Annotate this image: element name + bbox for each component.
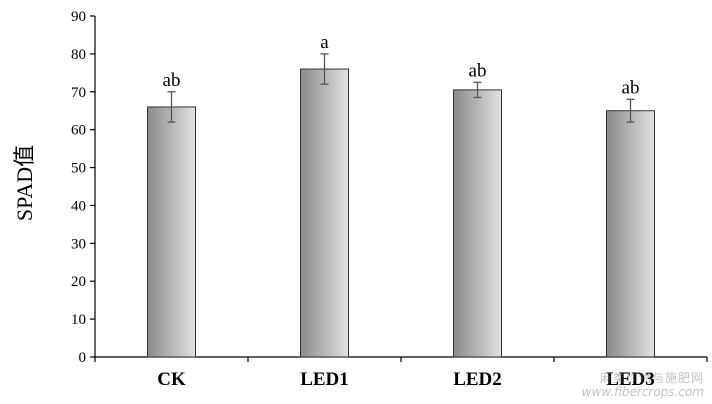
watermark: 麻类作物与施肥网 www.fibercrops.com bbox=[582, 372, 704, 400]
y-tick-label: 40 bbox=[71, 198, 86, 214]
y-tick-label: 0 bbox=[79, 350, 87, 366]
significance-label: ab bbox=[163, 70, 181, 91]
bar bbox=[300, 68, 349, 358]
y-tick-label: 90 bbox=[71, 9, 86, 25]
x-category-label: LED3 bbox=[606, 369, 655, 390]
y-axis: 0 10 20 30 40 50 60 70 80 90 bbox=[71, 9, 96, 366]
significance-label: ab bbox=[622, 77, 640, 98]
watermark-line1: 麻类作物与施肥网 bbox=[599, 371, 704, 386]
x-category-label: LED2 bbox=[453, 369, 502, 390]
x-category-label: LED1 bbox=[300, 369, 349, 390]
y-tick-label: 50 bbox=[71, 161, 86, 177]
y-tick-label: 60 bbox=[71, 123, 86, 139]
significance-label: ab bbox=[469, 60, 487, 81]
y-tick-label: 70 bbox=[71, 85, 86, 101]
y-tick-label: 10 bbox=[71, 312, 86, 328]
bar bbox=[606, 110, 655, 358]
x-axis bbox=[94, 356, 708, 362]
category-labels: ab CK a LED1 ab LED2 ab LED3 bbox=[157, 32, 655, 390]
bar bbox=[147, 106, 196, 358]
bars bbox=[147, 68, 655, 358]
significance-label: a bbox=[320, 32, 329, 53]
watermark-line2: www.fibercrops.com bbox=[581, 385, 704, 400]
bar bbox=[453, 89, 502, 358]
y-tick-label: 30 bbox=[71, 236, 86, 252]
error-bars bbox=[167, 53, 635, 123]
y-tick-label: 20 bbox=[71, 274, 86, 290]
x-category-label: CK bbox=[157, 369, 186, 390]
y-axis-title: SPAD值 bbox=[12, 145, 37, 221]
y-tick-label: 80 bbox=[71, 47, 86, 63]
